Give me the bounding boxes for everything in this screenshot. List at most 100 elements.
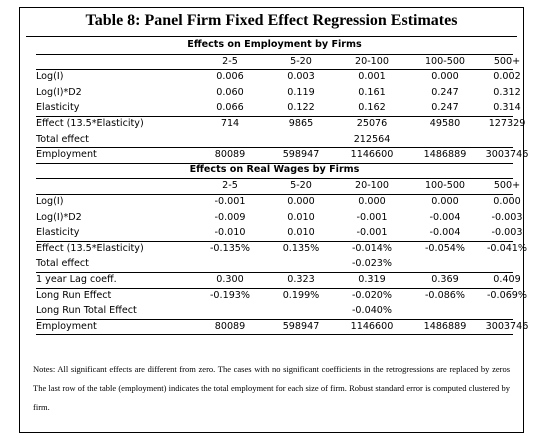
cell: 0.119 bbox=[287, 86, 315, 98]
cell: 1146600 bbox=[350, 320, 394, 332]
table-row: Employment 80089 598947 1146600 1486889 30037… bbox=[36, 319, 528, 335]
cell: 3003746 bbox=[485, 320, 529, 332]
cell: 0.369 bbox=[431, 274, 459, 285]
cell: 80089 bbox=[214, 320, 246, 332]
cell: 714 bbox=[220, 118, 240, 129]
cell: 0.247 bbox=[431, 102, 459, 114]
cell: 20-100 bbox=[355, 180, 389, 192]
row-label: Elasticity bbox=[36, 102, 80, 114]
row-label: Log(I)*D2 bbox=[36, 211, 82, 223]
cell: 0.000 bbox=[287, 196, 315, 207]
cell: -0.001 bbox=[356, 211, 388, 223]
cell: 0.066 bbox=[216, 102, 244, 114]
cell: 0.312 bbox=[493, 86, 521, 98]
row-label: Long Run Effect bbox=[36, 289, 112, 301]
row-label: Total effect bbox=[36, 133, 89, 145]
cell: 5-20 bbox=[290, 180, 312, 192]
row-rule bbox=[36, 334, 513, 336]
cell: 0.409 bbox=[493, 274, 521, 285]
table-notes: Notes: All significant effects are diffe… bbox=[33, 364, 510, 412]
table-row: 2-5 5-20 20-100 100-500 500+ bbox=[36, 178, 520, 194]
row-rule bbox=[36, 287, 513, 289]
rule bbox=[26, 36, 517, 37]
cell: 0.199% bbox=[282, 289, 320, 301]
cell: 5-20 bbox=[290, 55, 312, 67]
table-row: 1 year Lag coeff. 0.300 0.323 0.319 0.369 0.4… bbox=[36, 272, 521, 288]
cell: -0.001 bbox=[356, 227, 388, 239]
cell: 0.000 bbox=[358, 196, 386, 207]
cell: -0.010 bbox=[214, 227, 246, 239]
cell: 0.319 bbox=[358, 274, 386, 285]
cell: 100-500 bbox=[424, 180, 466, 192]
cell: 0.323 bbox=[287, 274, 315, 285]
table-row: Long Run Total Effect -0.040% bbox=[36, 303, 513, 319]
cell: 0.000 bbox=[493, 196, 521, 207]
row-rule bbox=[36, 178, 513, 180]
cell: 0.001 bbox=[358, 71, 386, 83]
table-row: Elasticity 0.066 0.122 0.162 0.247 0.314 bbox=[36, 100, 521, 116]
row-rule bbox=[36, 318, 513, 320]
cell: -0.040% bbox=[351, 305, 393, 317]
row-rule bbox=[36, 162, 513, 164]
cell: -0.193% bbox=[209, 289, 251, 301]
cell: 0.122 bbox=[287, 102, 315, 114]
row-label: Effect (13.5*Elasticity) bbox=[36, 242, 144, 254]
section-header: Effects on Employment by Firms bbox=[187, 39, 362, 50]
cell: 0.000 bbox=[431, 71, 459, 83]
row-label: Long Run Total Effect bbox=[36, 305, 137, 317]
cell: -0.009 bbox=[214, 211, 246, 223]
cell: -0.004 bbox=[429, 211, 461, 223]
cell: 598947 bbox=[282, 320, 320, 332]
table-row: Total effect 212564 bbox=[36, 132, 513, 148]
row-rule bbox=[36, 240, 513, 242]
cell: 212564 bbox=[353, 133, 391, 145]
cell: 2-5 bbox=[222, 55, 238, 67]
cell: -0.001 bbox=[214, 196, 246, 207]
table-row: Log(I)*D2 0.060 0.119 0.161 0.247 0.312 bbox=[36, 85, 521, 101]
cell: 0.010 bbox=[287, 227, 315, 239]
table-row: 2-5 5-20 20-100 100-500 500+ bbox=[36, 54, 520, 70]
row-rule bbox=[36, 194, 513, 195]
row-label: Log(I) bbox=[36, 71, 64, 83]
row-rule bbox=[36, 69, 513, 71]
cell: 80089 bbox=[214, 149, 246, 161]
section-header: Effects on Real Wages by Firms bbox=[189, 163, 360, 175]
cell: -0.041% bbox=[486, 242, 528, 254]
cell: 1486889 bbox=[423, 320, 467, 332]
cell: -0.054% bbox=[424, 242, 466, 254]
cell: 20-100 bbox=[355, 55, 389, 67]
row-rule bbox=[36, 53, 513, 55]
row-label: Total effect bbox=[36, 258, 89, 270]
cell: -0.135% bbox=[209, 242, 251, 254]
row-label: 1 year Lag coeff. bbox=[36, 274, 117, 285]
table-row: Long Run Effect -0.193% 0.199% -0.020% -0.08… bbox=[36, 288, 527, 304]
cell: -0.023% bbox=[351, 258, 393, 270]
cell: 0.000 bbox=[431, 196, 459, 207]
table-row: Log(I) 0.006 0.003 0.001 0.000 0.002 bbox=[36, 69, 521, 85]
cell: 49580 bbox=[429, 118, 461, 129]
table-row: Employment 80089 598947 1146600 1486889 30037… bbox=[36, 147, 528, 163]
cell: 500+ bbox=[493, 180, 521, 192]
cell: -0.004 bbox=[429, 227, 461, 239]
cell: 0.002 bbox=[493, 71, 521, 83]
table-frame: Table 8: Panel Firm Fixed Effect Regress… bbox=[19, 7, 528, 433]
cell: 1146600 bbox=[350, 149, 394, 161]
cell: 0.161 bbox=[358, 86, 386, 98]
row-rule bbox=[36, 147, 513, 149]
row-label: Employment bbox=[36, 320, 97, 332]
row-rule bbox=[36, 272, 513, 273]
cell: 0.060 bbox=[216, 86, 244, 98]
cell: 0.300 bbox=[216, 274, 244, 285]
cell: 127329 bbox=[488, 118, 526, 129]
cell: 25076 bbox=[356, 118, 388, 129]
row-rule bbox=[36, 116, 513, 117]
cell: 0.010 bbox=[287, 211, 315, 223]
cell: 500+ bbox=[493, 55, 521, 67]
table-row: Effect (13.5*Elasticity) -0.135% 0.135% -0.… bbox=[36, 241, 527, 257]
cell: 0.314 bbox=[493, 102, 521, 114]
row-label: Log(I) bbox=[36, 196, 64, 207]
cell: 3003746 bbox=[485, 149, 529, 161]
row-label: Log(I)*D2 bbox=[36, 86, 82, 98]
table-row: Log(I)*D2 -0.009 0.010 -0.001 -0.004 -0.003 bbox=[36, 210, 522, 226]
cell: 0.135% bbox=[282, 242, 320, 254]
